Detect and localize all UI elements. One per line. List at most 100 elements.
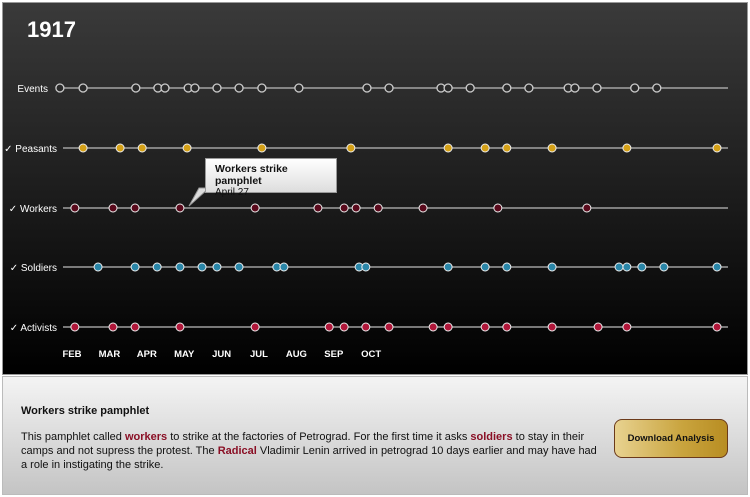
event-dot-events[interactable] xyxy=(294,83,304,93)
event-dot-activists[interactable] xyxy=(175,322,185,332)
event-dot-activists[interactable] xyxy=(622,322,632,332)
event-dot-soldiers[interactable] xyxy=(361,262,371,272)
event-dot-events[interactable] xyxy=(652,83,662,93)
event-dot-soldiers[interactable] xyxy=(175,262,185,272)
event-dot-peasants[interactable] xyxy=(78,143,88,153)
text-span: This pamphlet called xyxy=(21,431,125,443)
event-dot-events[interactable] xyxy=(212,83,222,93)
row-label-events[interactable]: Events xyxy=(17,84,48,95)
event-dot-soldiers[interactable] xyxy=(712,262,722,272)
event-dot-workers[interactable] xyxy=(70,203,80,213)
event-dot-soldiers[interactable] xyxy=(443,262,453,272)
event-dot-events[interactable] xyxy=(78,83,88,93)
event-dot-soldiers[interactable] xyxy=(622,262,632,272)
highlight-term[interactable]: soldiers xyxy=(470,431,513,443)
row-label-soldiers[interactable]: ✓ Soldiers xyxy=(10,263,57,274)
highlight-term[interactable]: workers xyxy=(124,431,168,443)
download-analysis-button[interactable]: Download Analysis xyxy=(614,419,728,458)
event-dot-peasants[interactable] xyxy=(346,143,356,153)
event-dot-workers[interactable] xyxy=(339,203,349,213)
event-dot-events[interactable] xyxy=(160,83,170,93)
event-dot-activists[interactable] xyxy=(339,322,349,332)
event-dot-soldiers[interactable] xyxy=(152,262,162,272)
event-dot-soldiers[interactable] xyxy=(637,262,647,272)
row-label-peasants[interactable]: ✓ Peasants xyxy=(4,144,57,155)
details-text: This pamphlet called workers to strike a… xyxy=(21,430,601,472)
timeline-panel: 1917 Events ✓ Peasants ✓ Workers ✓ Soldiers… xyxy=(2,2,748,375)
event-dot-events[interactable] xyxy=(55,83,65,93)
event-dot-soldiers[interactable] xyxy=(614,262,624,272)
event-dot-soldiers[interactable] xyxy=(130,262,140,272)
event-dot-events[interactable] xyxy=(190,83,200,93)
event-dot-peasants[interactable] xyxy=(443,143,453,153)
month-label: JUN xyxy=(212,349,231,360)
event-dot-events[interactable] xyxy=(384,83,394,93)
event-dot-workers[interactable] xyxy=(175,203,185,213)
event-dot-events[interactable] xyxy=(131,83,141,93)
details-title: Workers strike pamphlet xyxy=(21,405,150,417)
event-dot-soldiers[interactable] xyxy=(279,262,289,272)
event-dot-events[interactable] xyxy=(592,83,602,93)
month-label: JUL xyxy=(250,349,268,360)
event-dot-events[interactable] xyxy=(502,83,512,93)
event-dot-soldiers[interactable] xyxy=(234,262,244,272)
tooltip-date: April 27 xyxy=(215,187,249,198)
event-dot-peasants[interactable] xyxy=(115,143,125,153)
event-dot-workers[interactable] xyxy=(108,203,118,213)
event-dot-peasants[interactable] xyxy=(480,143,490,153)
event-dot-activists[interactable] xyxy=(547,322,557,332)
event-dot-soldiers[interactable] xyxy=(547,262,557,272)
event-dot-events[interactable] xyxy=(234,83,244,93)
event-dot-activists[interactable] xyxy=(108,322,118,332)
event-dot-soldiers[interactable] xyxy=(197,262,207,272)
event-dot-peasants[interactable] xyxy=(712,143,722,153)
event-dot-events[interactable] xyxy=(443,83,453,93)
row-label-workers[interactable]: ✓ Workers xyxy=(9,204,57,215)
event-dot-activists[interactable] xyxy=(130,322,140,332)
highlight-term[interactable]: Radical xyxy=(217,445,257,457)
event-dot-workers[interactable] xyxy=(373,203,383,213)
event-dot-activists[interactable] xyxy=(324,322,334,332)
tooltip: Workers strike pamphlet April 27 xyxy=(205,158,337,198)
event-dot-workers[interactable] xyxy=(582,203,592,213)
event-dot-peasants[interactable] xyxy=(547,143,557,153)
event-dot-workers[interactable] xyxy=(130,203,140,213)
event-dot-peasants[interactable] xyxy=(257,143,267,153)
event-dot-events[interactable] xyxy=(524,83,534,93)
event-dot-soldiers[interactable] xyxy=(93,262,103,272)
event-dot-activists[interactable] xyxy=(480,322,490,332)
event-dot-events[interactable] xyxy=(257,83,267,93)
event-dot-activists[interactable] xyxy=(712,322,722,332)
event-dot-workers[interactable] xyxy=(493,203,503,213)
event-dot-peasants[interactable] xyxy=(182,143,192,153)
event-dot-events[interactable] xyxy=(630,83,640,93)
event-dot-workers[interactable] xyxy=(250,203,260,213)
event-dot-soldiers[interactable] xyxy=(212,262,222,272)
event-dot-activists[interactable] xyxy=(428,322,438,332)
event-dot-activists[interactable] xyxy=(443,322,453,332)
event-dot-activists[interactable] xyxy=(384,322,394,332)
text-span: Vladimir Lenin arrived in petrograd 10 d… xyxy=(21,445,597,471)
tooltip-title: Workers strike pamphlet xyxy=(215,163,288,187)
event-dot-workers[interactable] xyxy=(418,203,428,213)
event-dot-activists[interactable] xyxy=(250,322,260,332)
event-dot-peasants[interactable] xyxy=(622,143,632,153)
text-span: to stay in their camps and not supress t… xyxy=(21,431,585,457)
month-label: APR xyxy=(137,349,157,360)
month-label: SEP xyxy=(324,349,344,360)
event-dot-soldiers[interactable] xyxy=(502,262,512,272)
event-dot-workers[interactable] xyxy=(351,203,361,213)
event-dot-events[interactable] xyxy=(465,83,475,93)
event-dot-peasants[interactable] xyxy=(502,143,512,153)
event-dot-activists[interactable] xyxy=(502,322,512,332)
event-dot-soldiers[interactable] xyxy=(659,262,669,272)
event-dot-soldiers[interactable] xyxy=(480,262,490,272)
event-dot-activists[interactable] xyxy=(593,322,603,332)
event-dot-events[interactable] xyxy=(570,83,580,93)
event-dot-activists[interactable] xyxy=(361,322,371,332)
event-dot-peasants[interactable] xyxy=(137,143,147,153)
event-dot-workers[interactable] xyxy=(313,203,323,213)
event-dot-events[interactable] xyxy=(362,83,372,93)
event-dot-activists[interactable] xyxy=(70,322,80,332)
row-label-activists[interactable]: ✓ Activists xyxy=(10,323,57,334)
